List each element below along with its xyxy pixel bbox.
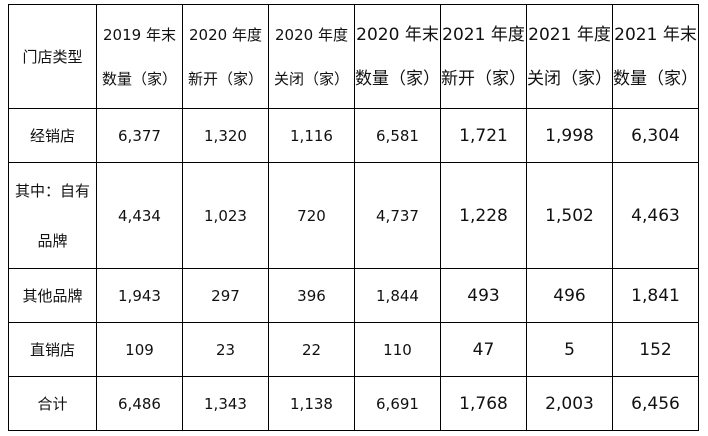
row-label: 直销店 <box>8 322 97 377</box>
cell: 152 <box>612 322 699 377</box>
header-line: 关闭（家） <box>527 68 612 89</box>
header-line: 2021 年末 <box>614 24 697 45</box>
table-row: 其中：自有 品牌 4,434 1,023 720 4,737 1,228 1,5… <box>8 162 699 269</box>
cell: 4,463 <box>612 162 699 269</box>
cell: 1,943 <box>96 268 183 323</box>
header-line: 新开（家） <box>187 69 263 88</box>
cell: 1,844 <box>354 268 441 323</box>
cell: 6,304 <box>612 108 699 163</box>
header-2019-end-count: 2019 年末 数量（家） <box>96 4 183 109</box>
row-label: 合计 <box>8 376 97 431</box>
cell: 1,502 <box>526 162 613 269</box>
row-label-line: 其中：自有 <box>14 181 90 200</box>
header-line: 2021 年度 <box>442 24 525 45</box>
cell: 493 <box>440 268 527 323</box>
cell: 396 <box>268 268 355 323</box>
row-label: 其中：自有 品牌 <box>8 162 97 269</box>
header-line: 2020 年末 <box>356 24 439 45</box>
cell: 109 <box>96 322 183 377</box>
cell: 1,998 <box>526 108 613 163</box>
header-line: 2020 年度 <box>275 25 348 44</box>
header-2021-end-count: 2021 年末 数量（家） <box>612 4 699 109</box>
header-line: 2021 年度 <box>528 24 611 45</box>
store-count-table: 门店类型 2019 年末 数量（家） 2020 年度 新开（家） 2020 年度… <box>8 4 699 431</box>
cell: 496 <box>526 268 613 323</box>
table-row: 其他品牌 1,943 297 396 1,844 493 496 1,841 <box>8 268 699 323</box>
cell: 1,320 <box>182 108 269 163</box>
cell: 6,486 <box>96 376 183 431</box>
cell: 1,023 <box>182 162 269 269</box>
header-line: 数量（家） <box>101 69 177 88</box>
table-row: 经销店 6,377 1,320 1,116 6,581 1,721 1,998 … <box>8 108 699 163</box>
table-row: 直销店 109 23 22 110 47 5 152 <box>8 322 699 377</box>
cell: 5 <box>526 322 613 377</box>
header-line: 2020 年度 <box>189 25 262 44</box>
cell: 2,003 <box>526 376 613 431</box>
cell: 1,138 <box>268 376 355 431</box>
header-line: 新开（家） <box>441 68 526 89</box>
cell: 6,581 <box>354 108 441 163</box>
cell: 22 <box>268 322 355 377</box>
cell: 720 <box>268 162 355 269</box>
header-2021-new: 2021 年度 新开（家） <box>440 4 527 109</box>
cell: 297 <box>182 268 269 323</box>
header-store-type: 门店类型 <box>8 4 97 109</box>
row-label: 经销店 <box>8 108 97 163</box>
cell: 47 <box>440 322 527 377</box>
header-2020-closed: 2020 年度 关闭（家） <box>268 4 355 109</box>
cell: 1,228 <box>440 162 527 269</box>
cell: 4,434 <box>96 162 183 269</box>
cell: 23 <box>182 322 269 377</box>
header-line: 2019 年末 <box>103 25 176 44</box>
row-label: 其他品牌 <box>8 268 97 323</box>
cell: 1,116 <box>268 108 355 163</box>
header-row: 门店类型 2019 年末 数量（家） 2020 年度 新开（家） 2020 年度… <box>8 4 699 109</box>
cell: 6,456 <box>612 376 699 431</box>
header-line: 数量（家） <box>355 68 440 89</box>
table-row: 合计 6,486 1,343 1,138 6,691 1,768 2,003 6… <box>8 376 699 431</box>
header-line: 数量（家） <box>613 68 698 89</box>
cell: 1,768 <box>440 376 527 431</box>
cell: 1,721 <box>440 108 527 163</box>
header-2020-new: 2020 年度 新开（家） <box>182 4 269 109</box>
header-2020-end-count: 2020 年末 数量（家） <box>354 4 441 109</box>
row-label-line: 品牌 <box>37 231 68 250</box>
cell: 1,343 <box>182 376 269 431</box>
header-line: 关闭（家） <box>273 69 349 88</box>
cell: 6,691 <box>354 376 441 431</box>
cell: 110 <box>354 322 441 377</box>
header-2021-closed: 2021 年度 关闭（家） <box>526 4 613 109</box>
cell: 4,737 <box>354 162 441 269</box>
cell: 6,377 <box>96 108 183 163</box>
cell: 1,841 <box>612 268 699 323</box>
